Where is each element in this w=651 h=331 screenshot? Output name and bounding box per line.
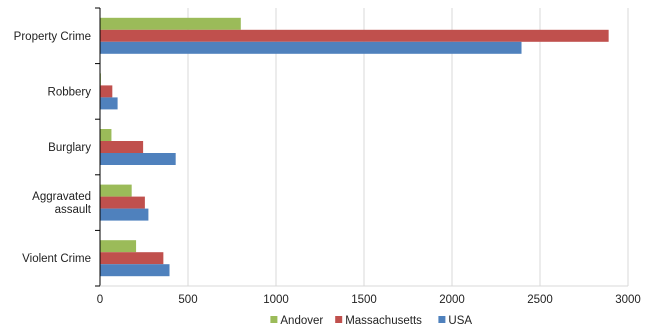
bar-andover — [100, 17, 241, 30]
legend-label: Andover — [280, 315, 323, 327]
legend-label: Massachusetts — [345, 315, 422, 327]
legend-swatch-massachusetts — [335, 316, 343, 323]
bars — [100, 17, 609, 277]
x-tick-label: 500 — [178, 294, 197, 306]
bar-massachusetts — [100, 141, 144, 153]
bar-massachusetts — [100, 196, 145, 209]
bar-massachusetts — [100, 85, 113, 98]
bar-massachusetts — [100, 29, 609, 42]
category-label: Violent Crime — [22, 253, 91, 265]
x-tick-label: 0 — [97, 294, 103, 306]
category-label: Robbery — [48, 86, 92, 98]
bar-usa — [100, 208, 149, 221]
bar-andover — [100, 184, 132, 197]
legend-swatch-usa — [438, 316, 446, 323]
bar-andover — [100, 129, 112, 141]
legend-swatch-andover — [270, 316, 278, 323]
bar-usa — [100, 41, 522, 54]
x-tick-label: 2500 — [527, 294, 553, 306]
category-label: Aggravated assault — [32, 191, 92, 216]
bar-massachusetts — [100, 252, 164, 265]
x-tick-label: 1000 — [263, 294, 289, 306]
legend: Andover Massachusetts USA — [270, 315, 472, 327]
axes — [95, 7, 628, 287]
bar-andover — [100, 240, 137, 253]
x-tick-label: 2000 — [439, 294, 465, 306]
bar-usa — [100, 153, 176, 165]
category-label: Burglary — [48, 142, 91, 154]
bar-usa — [100, 97, 118, 110]
bar-usa — [100, 264, 170, 277]
legend-label: USA — [448, 315, 472, 327]
labels: 0 500 1000 1500 2000 2500 3000 Property Crime Ro… — [14, 31, 641, 306]
category-label: Property Crime — [14, 31, 91, 43]
gridlines — [187, 8, 629, 286]
x-tick-label: 1500 — [351, 294, 377, 306]
x-tick-label: 3000 — [615, 294, 641, 306]
